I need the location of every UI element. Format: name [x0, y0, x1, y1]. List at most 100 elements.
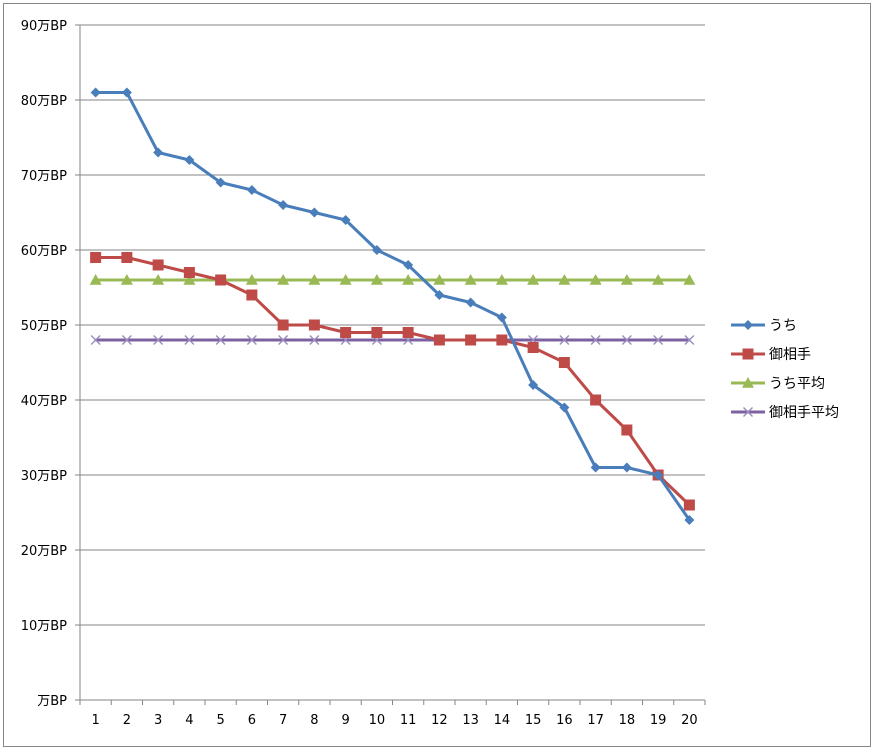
y-tick-label-2: 20万BP [21, 544, 67, 559]
x-tick-label-3: 3 [154, 713, 162, 728]
series-1-point-7 [277, 319, 289, 331]
legend-marker-3 [743, 407, 753, 417]
y-tick-label-5: 50万BP [21, 319, 67, 334]
x-tick-label-13: 13 [462, 713, 479, 728]
series-1-point-9 [340, 327, 352, 338]
series-2-point-2 [120, 274, 133, 285]
x-tick-label-8: 8 [310, 713, 318, 728]
y-tick-label-6: 60万BP [21, 244, 67, 259]
series-2-point-20 [683, 274, 696, 285]
y-tick-label-8: 80万BP [21, 94, 67, 109]
series-1-point-8 [308, 319, 320, 331]
series-0-point-11 [403, 260, 414, 270]
series-2-point-15 [527, 274, 540, 285]
y-tick-label-0: 万BP [37, 694, 67, 709]
legend-label-1: 御相手 [769, 347, 811, 363]
x-tick-label-14: 14 [494, 713, 511, 728]
series-0-point-14 [496, 312, 507, 323]
x-tick-label-18: 18 [619, 713, 636, 728]
y-tick-label-9: 90万BP [21, 19, 67, 34]
series-1-point-11 [402, 327, 414, 338]
series-3-point-7 [278, 335, 289, 345]
series-0-point-16 [559, 402, 570, 413]
legend-label-2: うち平均 [769, 376, 825, 392]
series-0-point-2 [121, 87, 132, 98]
series-1-point-12 [433, 334, 445, 346]
series-0-point-3 [153, 147, 164, 158]
series-2-point-17 [589, 274, 602, 285]
legend-label-0: うち [769, 318, 797, 334]
series-line-0 [95, 91, 691, 521]
series-1-point-5 [215, 274, 227, 286]
y-tick-label-4: 40万BP [21, 394, 67, 409]
series-1-point-6 [246, 289, 258, 301]
series-3-point-6 [246, 335, 257, 345]
series-2-point-11 [402, 274, 415, 285]
series-1-point-10 [371, 327, 383, 338]
series-3-point-17 [590, 335, 601, 345]
series-0-point-9 [340, 215, 351, 225]
series-0-point-19 [653, 470, 664, 480]
series-0-point-20 [684, 515, 695, 525]
x-tick-label-1: 1 [91, 713, 99, 728]
series-3-point-1 [90, 335, 101, 345]
series-0-point-17 [590, 462, 601, 473]
legend-label-3: 御相手平均 [769, 405, 839, 421]
legend-marker-2 [742, 377, 754, 388]
y-tick-label-3: 30万BP [21, 469, 67, 484]
series-0-point-18 [621, 462, 632, 473]
series-1-point-20 [683, 499, 695, 511]
legend-marker-0 [743, 320, 753, 330]
x-tick-label-9: 9 [341, 713, 349, 728]
series-2-point-4 [183, 274, 196, 285]
x-tick-label-7: 7 [279, 713, 287, 728]
series-0-point-13 [465, 297, 476, 308]
series-0-point-15 [528, 380, 539, 390]
y-tick-label-1: 10万BP [21, 619, 67, 634]
series-1-point-14 [496, 334, 508, 346]
x-tick-label-20: 20 [681, 713, 698, 728]
series-3-point-18 [621, 335, 632, 345]
series-2-point-12 [433, 274, 446, 285]
series-3-point-2 [121, 335, 132, 345]
y-tick-label-7: 70万BP [21, 169, 67, 184]
x-tick-label-5: 5 [216, 713, 224, 728]
series-0-point-4 [184, 155, 195, 165]
series-0-point-1 [90, 87, 101, 98]
series-0-point-12 [434, 290, 445, 300]
series-1-point-13 [465, 334, 477, 346]
series-1-point-2 [121, 252, 133, 263]
series-2-point-8 [308, 274, 321, 285]
x-tick-label-12: 12 [431, 713, 448, 728]
series-1-point-3 [152, 259, 164, 271]
series-2-point-19 [652, 274, 665, 285]
series-0-point-10 [371, 245, 382, 255]
x-tick-label-17: 17 [587, 713, 604, 728]
series-3-point-5 [215, 335, 226, 345]
series-1-point-15 [527, 342, 539, 353]
x-tick-label-16: 16 [556, 713, 573, 728]
series-1-point-17 [590, 394, 602, 406]
series-0-point-5 [215, 177, 226, 188]
series-3-point-4 [184, 335, 195, 345]
series-2-point-13 [464, 274, 477, 285]
series-2-point-9 [339, 274, 352, 285]
legend-marker-1 [742, 348, 754, 360]
x-tick-label-10: 10 [369, 713, 386, 728]
series-3-point-20 [684, 335, 695, 345]
series-2-point-10 [370, 274, 383, 285]
series-0-point-6 [246, 185, 257, 195]
series-2-point-7 [277, 274, 290, 285]
x-tick-label-4: 4 [185, 713, 193, 728]
x-tick-label-2: 2 [123, 713, 131, 728]
series-0-point-7 [278, 200, 289, 210]
series-3-point-19 [653, 335, 664, 345]
series-2-point-6 [245, 274, 258, 285]
x-tick-label-19: 19 [650, 713, 667, 728]
series-3-point-8 [309, 335, 320, 345]
chart-frame [3, 3, 871, 747]
series-1-point-18 [621, 424, 633, 436]
series-2-point-14 [495, 274, 508, 285]
series-1-point-16 [558, 357, 570, 368]
